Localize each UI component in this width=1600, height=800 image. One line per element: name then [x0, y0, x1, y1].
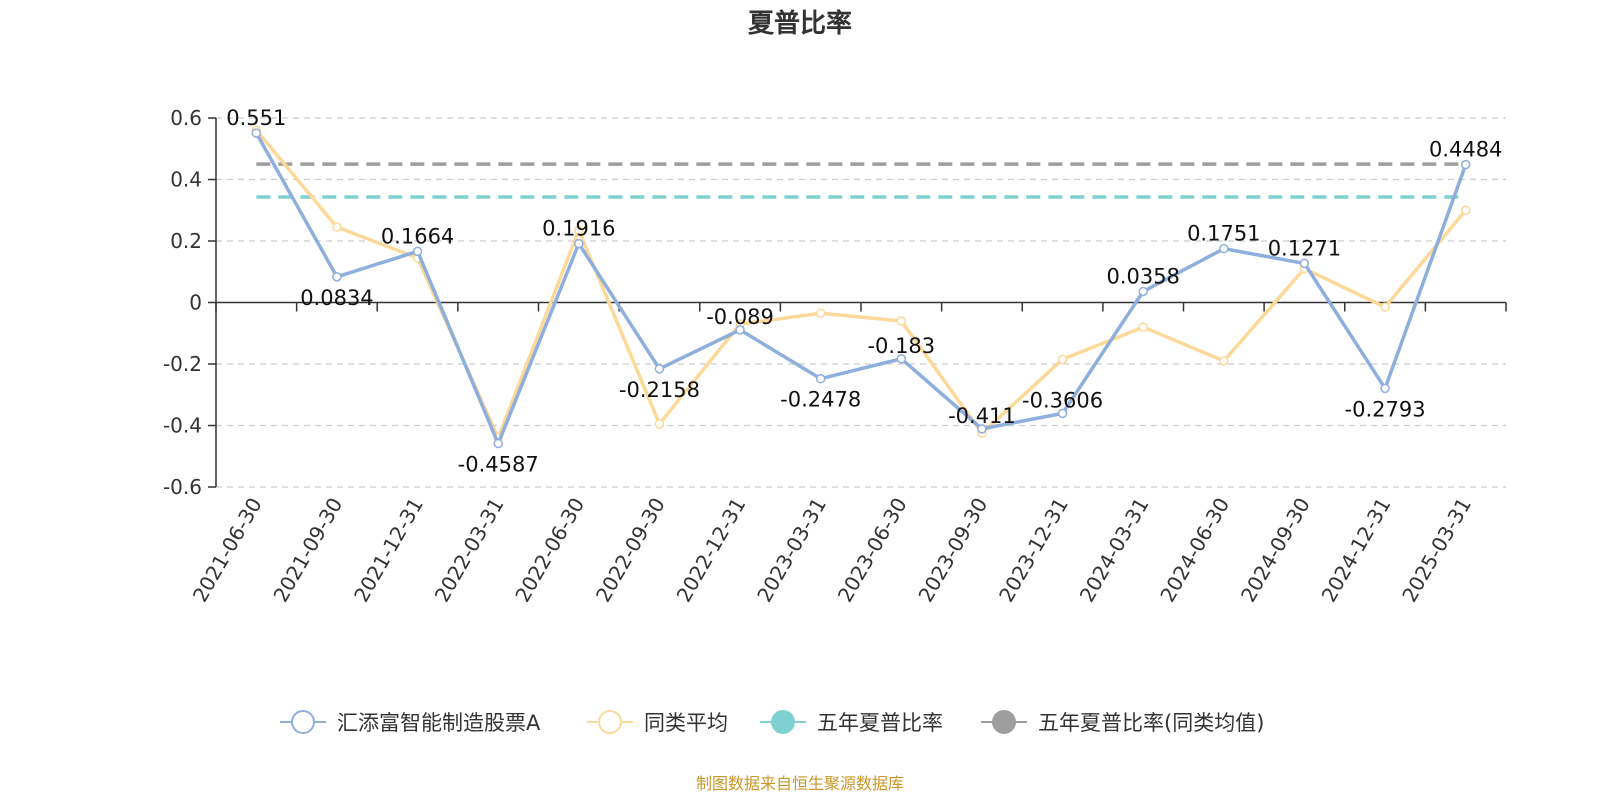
legend-label[interactable]: 同类平均 [644, 711, 728, 735]
source-note: 制图数据来自恒生聚源数据库 [696, 774, 904, 793]
data-point [896, 354, 907, 364]
data-point [1138, 322, 1148, 332]
x-tick-label: 2024-12-31 [1316, 494, 1395, 607]
x-tick-label: 2021-12-31 [349, 494, 428, 607]
data-point [1380, 383, 1390, 394]
data-point [977, 424, 987, 434]
data-point [815, 308, 826, 319]
data-label: 0.4484 [1429, 138, 1502, 162]
y-tick-label: 0.4 [170, 168, 202, 192]
data-label: 0.1751 [1187, 222, 1260, 246]
x-tick-label: 2023-03-31 [752, 494, 831, 607]
x-tick-label: 2022-03-31 [430, 494, 509, 607]
data-point [332, 222, 342, 232]
y-tick-label: 0.2 [170, 229, 202, 253]
data-point [1057, 354, 1068, 365]
legend-marker [992, 710, 1016, 734]
data-point [1219, 243, 1229, 254]
data-label: 0.1916 [542, 217, 615, 241]
data-label: 0.0834 [300, 286, 373, 310]
x-tick-label: 2022-09-30 [591, 494, 670, 607]
data-point [815, 373, 826, 384]
data-point [1219, 356, 1229, 366]
data-label: -0.4587 [458, 453, 539, 477]
data-point [493, 438, 503, 449]
data-label: -0.2793 [1345, 397, 1426, 421]
data-label: 0.1664 [381, 224, 454, 248]
grid-lines [216, 117, 1506, 488]
data-label: -0.183 [867, 334, 935, 358]
data-point [332, 272, 342, 282]
data-label: 0.0358 [1106, 264, 1179, 288]
data-point [1138, 286, 1148, 297]
legend-label[interactable]: 五年夏普比率(同类均值) [1038, 711, 1264, 735]
data-point [1299, 258, 1310, 269]
data-point [896, 316, 907, 326]
y-tick-label: 0 [189, 291, 202, 315]
data-label: 0.551 [226, 106, 286, 130]
y-tick-label: -0.6 [163, 475, 202, 499]
series-lines [251, 125, 1471, 449]
legend[interactable]: 汇添富智能制造股票A 同类平均 五年夏普比率 五年夏普比率(同类均值) [280, 710, 1264, 735]
legend-marker [598, 710, 622, 734]
y-tick-label: -0.2 [163, 352, 202, 376]
data-point [1460, 159, 1471, 170]
data-point [1057, 408, 1068, 419]
y-tick-label: -0.4 [163, 414, 202, 438]
x-tick-label: 2023-06-30 [833, 494, 912, 607]
x-tick-label: 2024-06-30 [1155, 494, 1234, 607]
data-point [251, 128, 262, 138]
data-label: -0.411 [948, 404, 1016, 428]
data-point [654, 419, 665, 429]
x-tick-label: 2024-09-30 [1236, 494, 1315, 607]
x-tick-label: 2025-03-31 [1397, 494, 1476, 607]
data-point [574, 225, 584, 235]
x-tick-label: 2022-12-31 [671, 494, 750, 607]
reference-lines [256, 162, 1466, 199]
x-tick-label: 2024-03-31 [1075, 494, 1154, 607]
series-line [254, 132, 1468, 446]
data-labels: 0.551 0.0834 0.1664 -0.4587 0.1916 -0.2158 -0.… [226, 106, 1502, 476]
x-tick-label: 2023-12-31 [994, 494, 1073, 607]
data-point [1380, 302, 1390, 312]
legend-label[interactable]: 五年夏普比率 [817, 711, 943, 735]
data-point [574, 238, 584, 249]
x-tick-label: 2021-09-30 [268, 494, 347, 607]
data-label: -0.3606 [1022, 388, 1103, 412]
data-label: -0.2478 [780, 388, 861, 412]
data-label: 0.1271 [1268, 236, 1341, 260]
data-point [1460, 205, 1471, 215]
x-tick-label: 2021-06-30 [188, 494, 267, 607]
x-tick-label: 2023-09-30 [913, 494, 992, 607]
legend-marker [771, 710, 795, 734]
data-point [735, 325, 745, 335]
data-point [412, 246, 423, 257]
legend-marker [291, 710, 315, 734]
legend-label[interactable]: 汇添富智能制造股票A [337, 711, 541, 735]
chart-title: 夏普比率 [748, 8, 852, 39]
data-label: -0.089 [706, 305, 774, 329]
x-tick-label: 2022-06-30 [510, 494, 589, 607]
data-point [654, 364, 665, 374]
data-label: -0.2158 [619, 378, 700, 402]
y-tick-label: 0.6 [170, 106, 202, 130]
